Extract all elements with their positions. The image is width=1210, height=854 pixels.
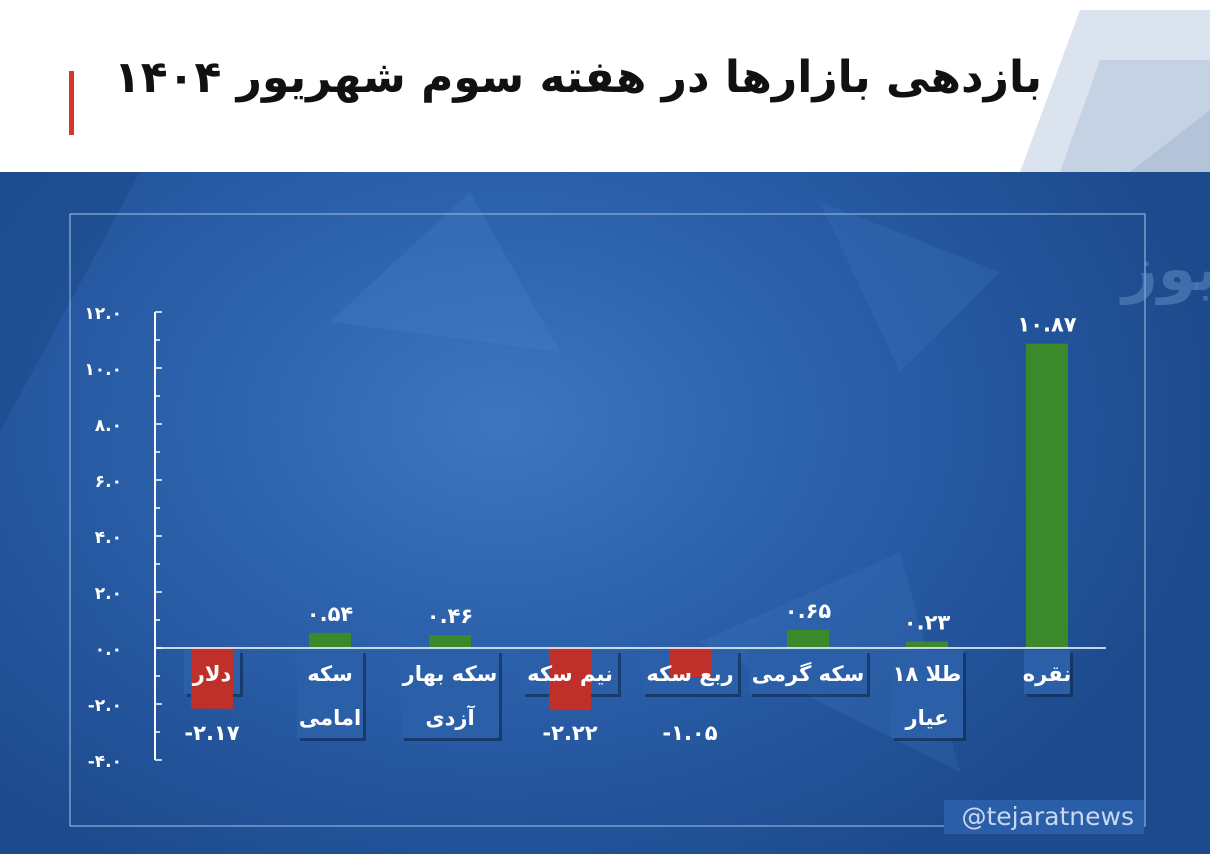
page-title: بازدهی بازارها در هفته سوم شهریور ۱۴۰۴ (113, 52, 1042, 103)
y-tick-label: ۱۲.۰ (84, 304, 122, 324)
data-label: ۰.۴۶ (427, 604, 473, 628)
category-label: عیار (905, 706, 949, 730)
data-label: -۱.۰۵ (662, 721, 717, 745)
category-label: سکه بهار (402, 662, 498, 686)
category-label: سکه گرمی (752, 661, 864, 686)
y-tick-label: ۸.۰ (95, 416, 122, 436)
bar (906, 641, 948, 648)
category-label: نقره (1023, 662, 1071, 686)
y-tick-label: ۶.۰ (95, 472, 122, 492)
data-label: -۲.۱۷ (184, 721, 239, 745)
header-decoration (1020, 10, 1210, 172)
bar (309, 632, 351, 648)
chart-panel (0, 172, 1210, 854)
y-tick-label: ۰.۰ (95, 640, 122, 660)
social-handle-bg (944, 800, 1144, 834)
category-label: دلار (192, 662, 232, 686)
data-label: ۰.۵۴ (307, 602, 354, 626)
y-tick-label: ۴.۰ (95, 528, 122, 548)
y-tick-label: ۱۰.۰ (84, 360, 122, 380)
bar (549, 648, 591, 711)
y-tick-label: ۲.۰ (95, 584, 122, 604)
bar (669, 648, 711, 678)
category-label: آزدی (425, 705, 475, 730)
category-label-box (297, 650, 363, 738)
category-label-box (401, 650, 499, 738)
y-tick-label: -۴.۰ (88, 752, 122, 772)
bar (787, 629, 829, 648)
bar (429, 635, 471, 648)
data-label: ۰.۲۳ (904, 611, 951, 635)
bar (1026, 343, 1068, 648)
header: بازدهی بازارها در هفته سوم شهریور ۱۴۰۴ (0, 0, 1210, 172)
data-label: ۱۰.۸۷ (1017, 313, 1076, 337)
category-label: طلا ۱۸ (893, 662, 962, 686)
category-label: نیم سکه (527, 662, 613, 686)
data-label: ۰.۶۵ (785, 599, 832, 623)
category-label-box (891, 650, 963, 738)
plot-frame (69, 213, 1146, 827)
category-label: ربع سکه (646, 662, 733, 686)
category-label: امامی (299, 706, 361, 730)
category-label-box (1024, 650, 1070, 694)
watermark: تجارت نیوز (1119, 232, 1210, 305)
social-handle: @tejaratnews (961, 802, 1134, 831)
y-tick-label: -۲.۰ (88, 696, 122, 716)
bar-chart: تجارت نیوز ۱۲.۰ ۱۰.۰ ۸.۰ ۶.۰ ۴.۰ ۲.۰ ۰.۰ -۲.۰ -۴.… (69, 213, 1210, 834)
data-label: -۲.۲۲ (542, 721, 597, 745)
accent-bar (69, 71, 74, 135)
bar (191, 648, 233, 709)
category-label: سکه (307, 662, 353, 686)
category-label-box (749, 650, 867, 694)
